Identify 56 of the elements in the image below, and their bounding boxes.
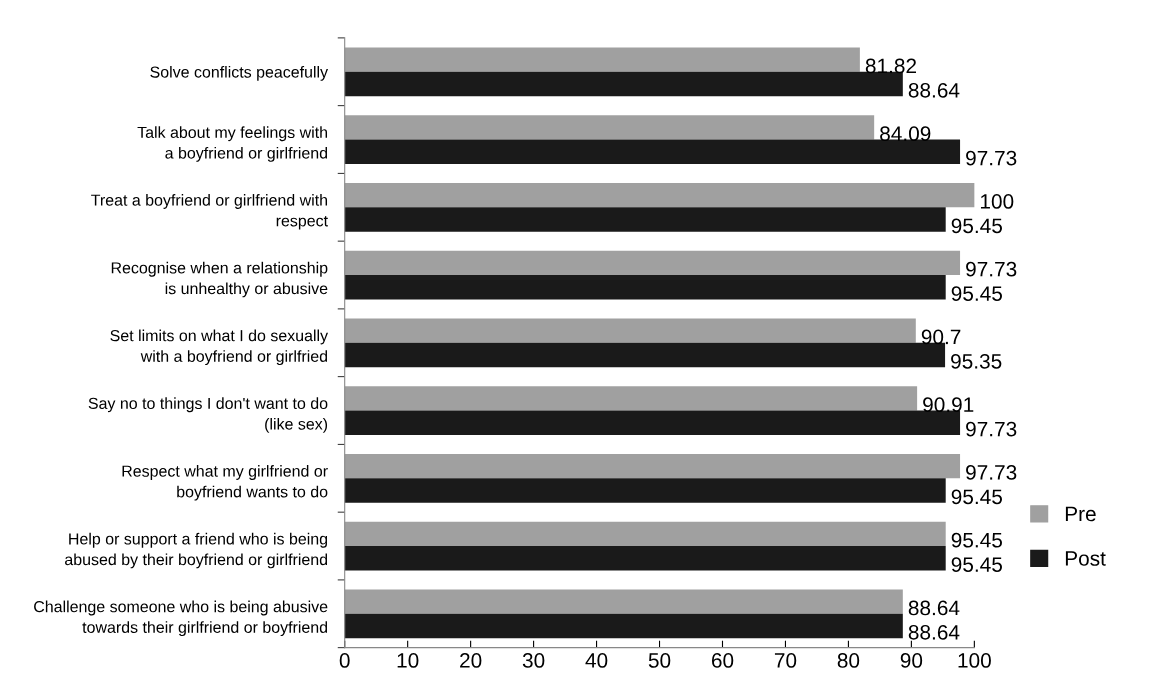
x-tick-label: 20 (460, 653, 482, 668)
data-label: 84.09 (880, 126, 931, 142)
y-tick-label: Talk about my feelings with a boyfriend or girlfriend (137, 126, 328, 162)
bar (344, 410, 961, 435)
data-label: 95.45 (951, 557, 1002, 572)
data-label: 90.7 (921, 329, 961, 345)
bar (344, 478, 946, 503)
bar (344, 182, 975, 208)
bar (344, 318, 916, 343)
data-label: 90.91 (923, 397, 974, 413)
legend-label: Post (1065, 551, 1106, 566)
x-tick-label: 30 (522, 653, 545, 668)
data-label: 97.73 (966, 150, 1017, 166)
data-label: 97.73 (966, 465, 1017, 480)
data-label: 95.45 (951, 286, 1002, 301)
data-label: 95.45 (951, 489, 1002, 505)
x-tick-label: 80 (837, 653, 860, 668)
data-label: 95.45 (951, 532, 1002, 548)
bar (344, 521, 946, 547)
y-tick-label: Say no to things I don't want to do (like sex) (88, 397, 328, 433)
bar (344, 589, 903, 614)
bar (344, 453, 961, 479)
legend-label: Pre (1065, 506, 1096, 522)
y-tick-label: Recognise when a relationship is unhealthy or abusive (111, 261, 328, 298)
data-label: 95.45 (951, 218, 1002, 234)
y-tick-label: Challenge someone who is being abusive towards their girlfriend or boyfriend (34, 600, 328, 637)
x-tick-label: 60 (711, 653, 734, 668)
x-tick-label: 40 (585, 653, 608, 668)
bar (344, 47, 860, 72)
data-label: 97.73 (966, 421, 1017, 437)
data-label: 81.82 (865, 58, 917, 74)
data-label: 97.73 (966, 261, 1017, 277)
y-tick-label: Solve conflicts peacefully (150, 65, 329, 81)
data-label: 100 (980, 194, 1014, 209)
y-tick-label: Help or support a friend who is being abused by their boyfriend or girlfriend (65, 532, 328, 569)
bar (344, 613, 903, 639)
x-tick-label: 0 (339, 653, 350, 668)
x-tick-label: 50 (648, 653, 671, 668)
bar (344, 275, 946, 300)
y-tick-label: Set limits on what I do sexually with a boyfriend or girlfried (110, 329, 329, 366)
data-label: 88.64 (908, 600, 960, 616)
data-label: 95.35 (951, 353, 1002, 369)
x-tick-label: 10 (397, 653, 419, 668)
bar (344, 139, 961, 164)
y-tick-label: Respect what my girlfriend or boyfriend wants to do (122, 465, 328, 501)
x-tick-label: 90 (900, 653, 923, 668)
x-tick-label: 100 (958, 653, 991, 668)
bar (344, 207, 946, 232)
bar (344, 250, 961, 276)
bar (344, 386, 918, 411)
bar (344, 546, 946, 571)
data-label: 88.64 (908, 82, 960, 98)
y-tick-label: Treat a boyfriend or girlfriend with respect (91, 194, 328, 230)
bar (344, 115, 875, 140)
data-label: 88.64 (908, 624, 960, 640)
x-tick-label: 70 (774, 653, 797, 668)
